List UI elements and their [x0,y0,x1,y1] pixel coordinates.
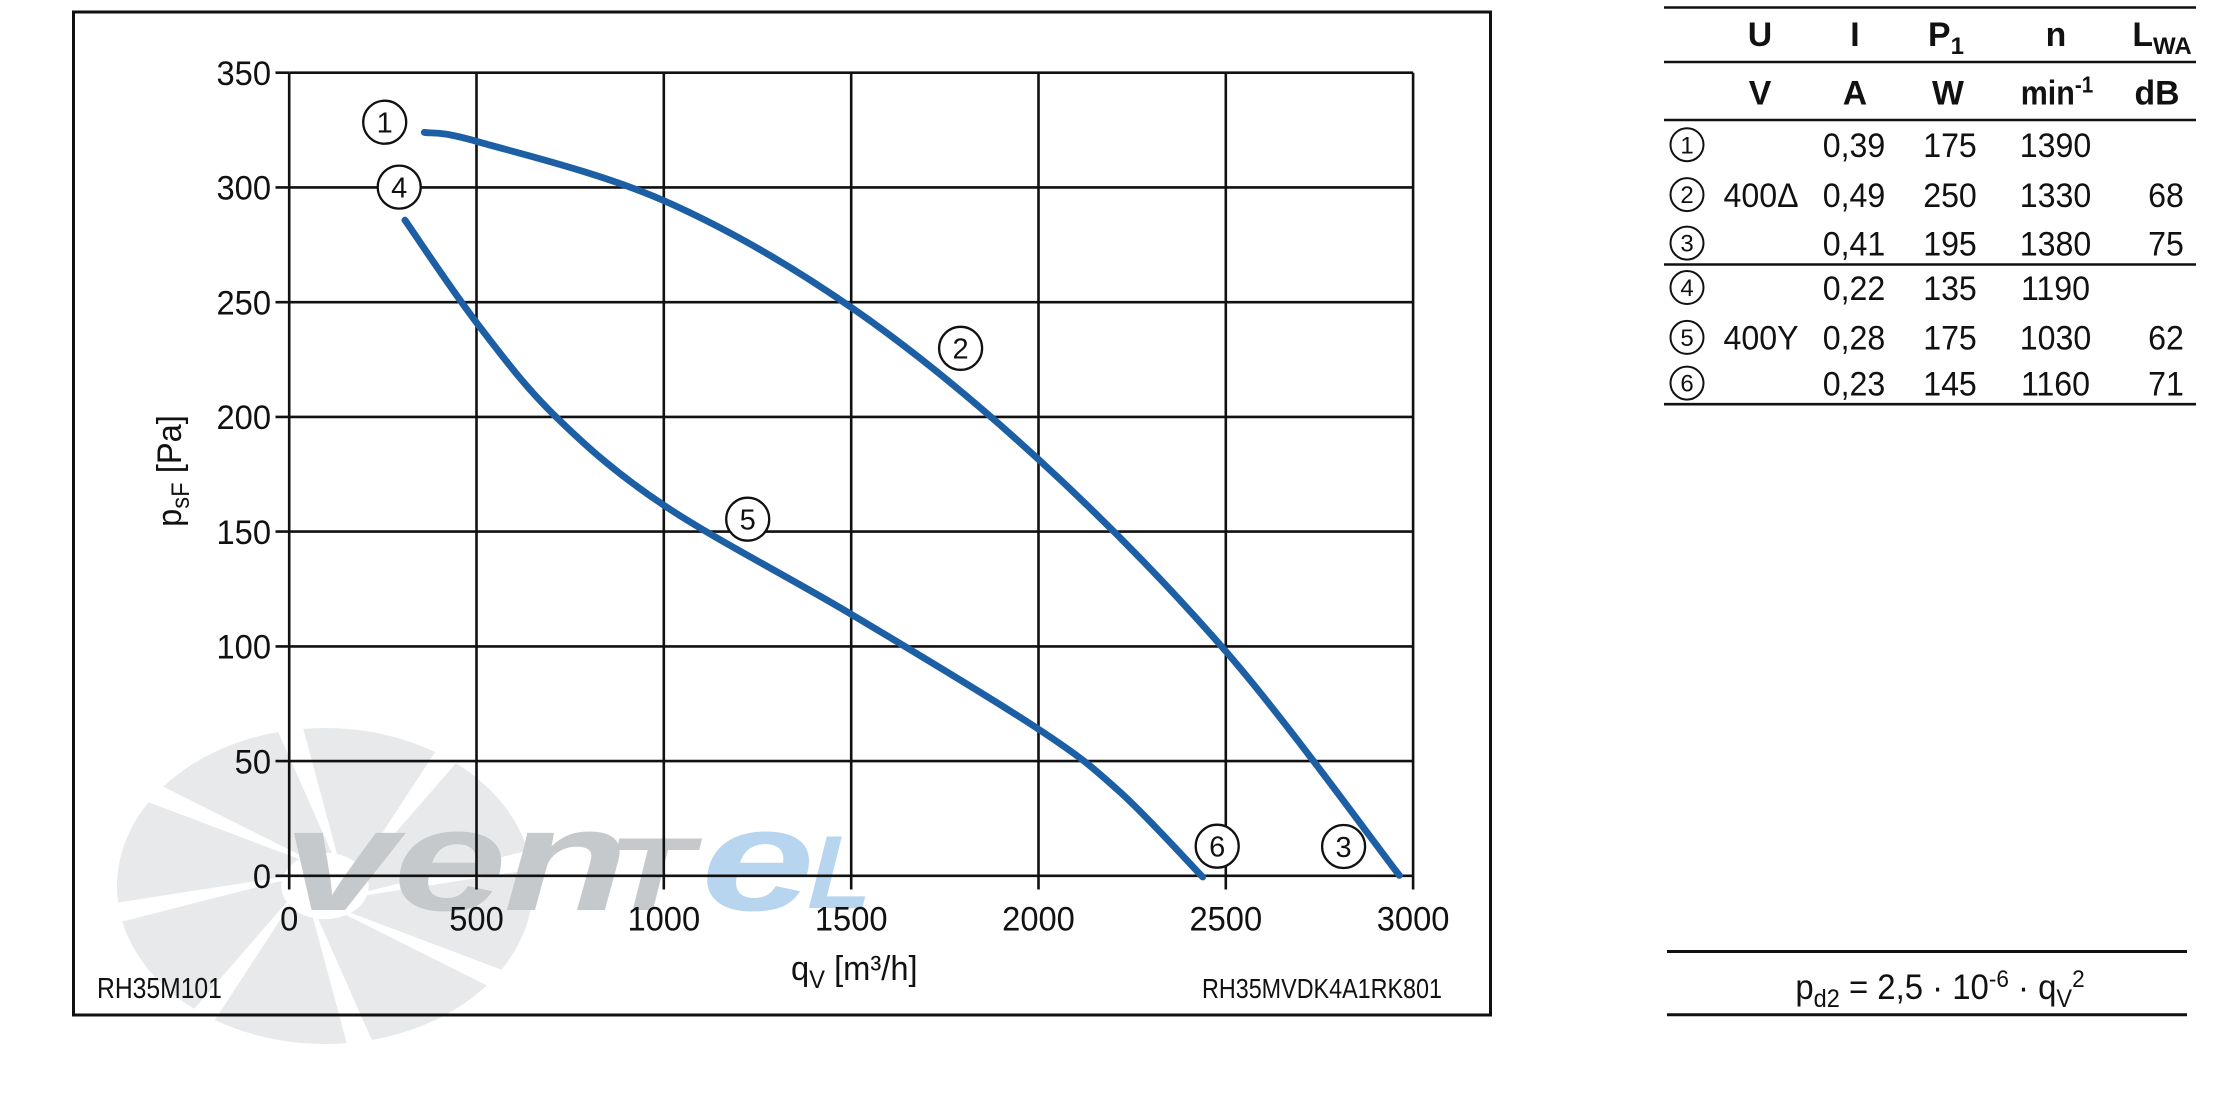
svg-text:0,22: 0,22 [1823,270,1886,308]
svg-text:min-1: min-1 [2021,72,2093,112]
svg-text:1330: 1330 [2020,177,2091,215]
svg-text:RH35M101: RH35M101 [97,972,222,1004]
svg-text:0,41: 0,41 [1823,226,1886,264]
svg-text:3: 3 [1680,231,1693,258]
svg-text:500: 500 [449,901,504,939]
svg-text:6: 6 [1680,371,1693,398]
svg-text:A: A [1843,75,1867,113]
svg-text:1190: 1190 [2021,270,2090,308]
svg-text:1380: 1380 [2020,226,2091,264]
svg-text:0,28: 0,28 [1823,320,1886,358]
svg-text:pd2 = 2,5 · 10-6 · qV2: pd2 = 2,5 · 10-6 · qV2 [1795,965,2084,1013]
svg-text:400Y: 400Y [1723,320,1798,358]
svg-text:1: 1 [1680,132,1693,159]
svg-text:2: 2 [953,334,969,366]
svg-text:1000: 1000 [627,901,700,939]
svg-text:250: 250 [216,285,271,323]
svg-text:5: 5 [1680,325,1693,352]
svg-text:300: 300 [216,170,271,208]
svg-text:1: 1 [377,108,393,140]
svg-text:n: n [2046,16,2067,54]
svg-text:68: 68 [2148,177,2184,215]
svg-text:0: 0 [253,858,271,896]
svg-text:1500: 1500 [815,901,888,939]
svg-text:50: 50 [235,744,271,782]
svg-text:ven: ven [283,778,625,942]
svg-text:W: W [1932,75,1964,113]
svg-text:RH35MVDK4A1RK801: RH35MVDK4A1RK801 [1202,974,1442,1004]
svg-text:1030: 1030 [2020,320,2091,358]
svg-text:5: 5 [740,505,756,537]
svg-text:250: 250 [1923,177,1977,215]
svg-text:6: 6 [1209,832,1225,864]
svg-text:I: I [1850,16,1859,54]
svg-text:V: V [1749,75,1772,113]
svg-text:75: 75 [2148,226,2184,264]
svg-text:175: 175 [1923,127,1977,165]
svg-text:62: 62 [2148,320,2184,358]
svg-text:400Δ: 400Δ [1723,177,1798,215]
svg-text:1390: 1390 [2020,127,2091,165]
svg-text:2000: 2000 [1002,901,1075,939]
svg-text:100: 100 [216,629,271,667]
svg-text:200: 200 [216,399,271,437]
svg-text:145: 145 [1923,366,1977,404]
svg-text:P1: P1 [1928,16,1964,60]
svg-text:4: 4 [391,173,407,205]
svg-text:150: 150 [216,514,271,552]
svg-text:0: 0 [280,901,298,939]
svg-text:135: 135 [1923,270,1977,308]
svg-text:3: 3 [1336,832,1352,864]
svg-text:2500: 2500 [1189,901,1262,939]
svg-text:175: 175 [1923,320,1977,358]
svg-text:350: 350 [216,55,271,93]
svg-text:U: U [1748,16,1772,54]
svg-text:e: e [701,778,815,942]
svg-text:2: 2 [1680,182,1693,209]
svg-text:195: 195 [1923,226,1977,264]
svg-text:3000: 3000 [1377,901,1450,939]
svg-text:psF [Pa]: psF [Pa] [151,415,195,527]
svg-text:0,23: 0,23 [1823,366,1886,404]
svg-text:LWA: LWA [2132,16,2191,60]
svg-text:0,39: 0,39 [1823,127,1886,165]
svg-text:1160: 1160 [2021,366,2090,404]
svg-text:0,49: 0,49 [1823,177,1886,215]
svg-text:qV [m³/h]: qV [m³/h] [791,950,918,994]
svg-text:dB: dB [2134,75,2179,113]
svg-text:71: 71 [2148,366,2184,404]
svg-text:4: 4 [1680,275,1693,302]
